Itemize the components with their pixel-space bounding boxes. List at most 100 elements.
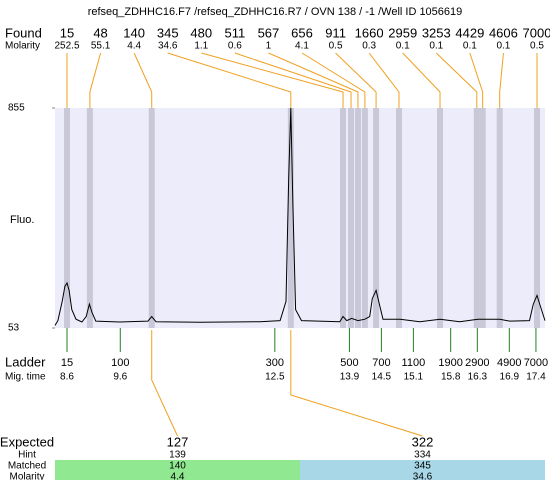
peak-link bbox=[167, 52, 292, 108]
trace-line bbox=[54, 107, 546, 326]
ladder-value: 1900 bbox=[438, 357, 462, 369]
peak-band bbox=[437, 108, 444, 328]
found-molarity: 0.6 bbox=[228, 41, 242, 52]
molarity-value: 34.6 bbox=[413, 472, 433, 480]
ladder-value: 700 bbox=[372, 357, 390, 369]
peak-band bbox=[340, 108, 347, 328]
found-value: 511 bbox=[224, 25, 245, 40]
molarity-label: Molarity bbox=[5, 41, 40, 52]
peak-band bbox=[473, 108, 480, 328]
mig-time: 12.5 bbox=[265, 372, 285, 383]
matched-bar bbox=[300, 460, 545, 480]
molarity-value: 4.4 bbox=[171, 472, 185, 480]
ladder-value: 2900 bbox=[465, 357, 489, 369]
peak-band bbox=[348, 108, 355, 328]
found-molarity: 0.1 bbox=[463, 41, 477, 52]
found-molarity: 1 bbox=[266, 41, 272, 52]
found-molarity: 0.1 bbox=[496, 41, 510, 52]
y-tick-label: 53 bbox=[8, 323, 20, 334]
mig-time: 9.6 bbox=[113, 372, 127, 383]
found-value: 1660 bbox=[355, 25, 384, 40]
found-molarity: 4.1 bbox=[295, 41, 309, 52]
peak-band bbox=[63, 108, 70, 328]
found-value: 48 bbox=[93, 25, 107, 40]
peak-link bbox=[89, 52, 102, 108]
ladder-value: 100 bbox=[111, 357, 129, 369]
found-molarity: 4.4 bbox=[127, 41, 141, 52]
found-molarity: 0.1 bbox=[396, 41, 410, 52]
hint-value: 139 bbox=[169, 450, 186, 461]
expected-link bbox=[151, 330, 178, 437]
found-molarity: 34.6 bbox=[158, 41, 178, 52]
peak-band bbox=[496, 108, 503, 328]
peak-band bbox=[354, 108, 361, 328]
found-molarity: 252.5 bbox=[54, 41, 79, 52]
peak-band bbox=[361, 108, 368, 328]
expected-link bbox=[290, 330, 423, 437]
found-value: 140 bbox=[123, 25, 145, 40]
peak-link bbox=[335, 52, 377, 108]
peak-link bbox=[469, 52, 484, 108]
hint-label: Hint bbox=[18, 450, 36, 461]
plot-area bbox=[55, 108, 545, 328]
mig-time: 14.5 bbox=[372, 372, 392, 383]
peak-link bbox=[368, 52, 400, 108]
hint-value: 334 bbox=[414, 450, 431, 461]
mig-time: 15.1 bbox=[404, 372, 424, 383]
found-value: 911 bbox=[325, 25, 346, 40]
matched-label: Matched bbox=[8, 461, 46, 472]
ladder-label: Ladder bbox=[5, 354, 46, 369]
ladder-value: 15 bbox=[61, 357, 73, 369]
found-label: Found bbox=[5, 25, 42, 40]
found-value: 567 bbox=[258, 25, 280, 40]
peak-band bbox=[287, 108, 294, 328]
peak-link bbox=[402, 52, 441, 108]
peak-link bbox=[234, 52, 352, 108]
found-molarity: 55.1 bbox=[91, 41, 111, 52]
ladder-value: 1100 bbox=[402, 357, 426, 369]
found-molarity: 0.1 bbox=[429, 41, 443, 52]
y-tick-label: 855 bbox=[8, 103, 25, 114]
expected-value: 322 bbox=[412, 434, 434, 449]
mig-time-label: Mig. time bbox=[5, 372, 46, 383]
found-molarity: 0.5 bbox=[530, 41, 544, 52]
found-value: 4606 bbox=[489, 25, 518, 40]
found-molarity: 0.5 bbox=[329, 41, 343, 52]
peak-link bbox=[133, 52, 153, 108]
found-value: 4429 bbox=[455, 25, 484, 40]
peak-band bbox=[395, 108, 402, 328]
molarity-row-label: Molarity bbox=[9, 472, 44, 480]
peak-band bbox=[534, 108, 541, 328]
peak-band bbox=[86, 108, 93, 328]
peak-band bbox=[479, 108, 486, 328]
mig-time: 17.4 bbox=[526, 372, 546, 383]
mig-time: 16.9 bbox=[500, 372, 520, 383]
found-value: 480 bbox=[190, 25, 212, 40]
mig-time: 8.6 bbox=[60, 372, 74, 383]
chart-title: refseq_ZDHHC16.F7 /refseq_ZDHHC16.R7 / O… bbox=[88, 6, 463, 18]
peak-link bbox=[435, 52, 478, 108]
expected-value: 127 bbox=[167, 434, 189, 449]
found-value: 2959 bbox=[388, 25, 417, 40]
peak-link bbox=[201, 52, 344, 108]
mig-time: 15.8 bbox=[441, 372, 461, 383]
mig-time: 13.9 bbox=[340, 372, 360, 383]
ladder-value: 7000 bbox=[524, 357, 548, 369]
y-axis-label: Fluo. bbox=[10, 214, 34, 226]
mig-time: 16.3 bbox=[468, 372, 488, 383]
ladder-value: 300 bbox=[266, 357, 284, 369]
peak-band bbox=[373, 108, 380, 328]
peak-link bbox=[268, 52, 359, 108]
found-molarity: 0.3 bbox=[362, 41, 376, 52]
peak-link bbox=[499, 52, 504, 108]
found-value: 656 bbox=[291, 25, 313, 40]
matched-value: 140 bbox=[169, 461, 186, 472]
matched-bar bbox=[55, 460, 300, 480]
found-value: 3253 bbox=[422, 25, 451, 40]
expected-label: Expected bbox=[0, 434, 54, 449]
peak-link bbox=[301, 52, 366, 108]
found-value: 15 bbox=[60, 25, 74, 40]
ladder-value: 500 bbox=[340, 357, 358, 369]
ladder-value: 4900 bbox=[497, 357, 521, 369]
